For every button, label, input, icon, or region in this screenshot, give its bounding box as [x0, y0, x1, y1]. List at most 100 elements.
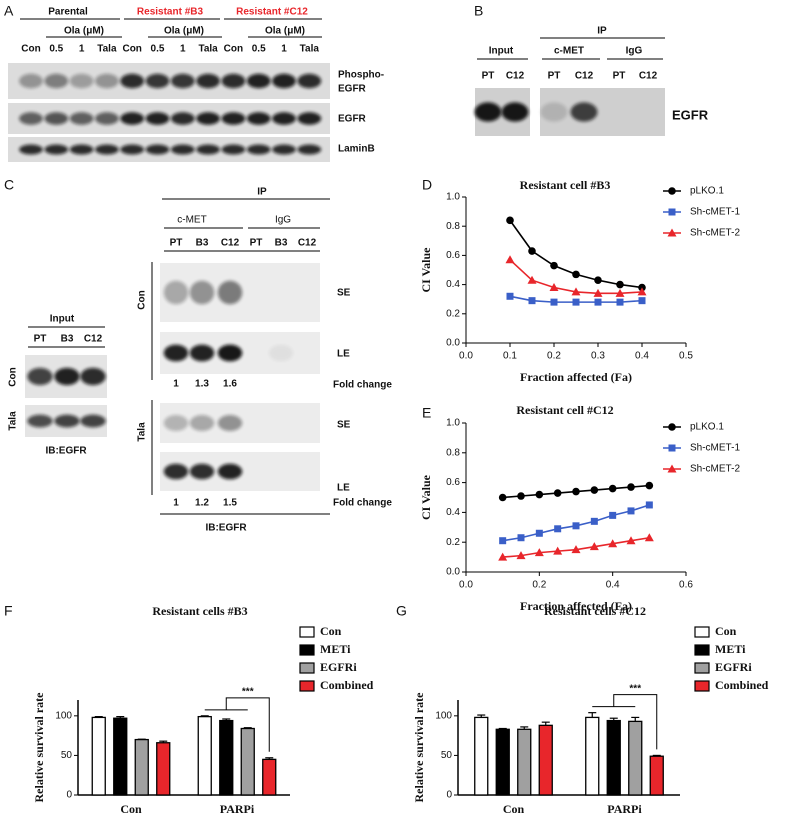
- band: [69, 112, 94, 125]
- legend-marker: [668, 187, 676, 195]
- lane-label: PT: [170, 238, 183, 249]
- band: [570, 102, 598, 122]
- bar: [134, 738, 149, 796]
- lane-label: C12: [298, 238, 317, 249]
- lane-label: B3: [61, 334, 74, 345]
- band: [474, 102, 502, 122]
- y-tick-label: 0.0: [446, 338, 460, 349]
- panel-label: D: [422, 177, 432, 193]
- legend-label: Sh-cMET-2: [690, 464, 740, 475]
- marker: [608, 539, 618, 548]
- marker: [572, 298, 580, 306]
- row-label: EGFR: [338, 114, 367, 125]
- error-bar: [265, 757, 274, 760]
- row-label: Phospho-: [338, 70, 384, 81]
- y-tick-label: 0.6: [446, 477, 460, 488]
- marker: [627, 507, 635, 515]
- marker: [616, 280, 624, 289]
- marker: [626, 536, 636, 545]
- band: [189, 415, 215, 431]
- band: [246, 144, 271, 155]
- row-label: EGFR: [672, 107, 709, 122]
- lane-label: Tala: [198, 44, 218, 55]
- band: [27, 367, 53, 386]
- band: [217, 463, 243, 480]
- marker: [549, 283, 559, 292]
- y-axis-label: CI Value: [419, 247, 433, 293]
- error-bar: [652, 754, 661, 757]
- marker: [572, 522, 580, 530]
- lane-label: 0.5: [49, 44, 63, 55]
- x-tick-label: 0.0: [459, 580, 473, 591]
- error-bar: [200, 715, 209, 717]
- band: [246, 112, 271, 125]
- x-tick-label: 0.4: [635, 351, 649, 362]
- legend-swatch: [299, 662, 315, 674]
- y-tick-label: 0.4: [446, 279, 460, 290]
- band: [27, 414, 53, 428]
- band: [95, 112, 119, 125]
- band: [272, 144, 296, 155]
- y-tick-label: 1.0: [446, 418, 460, 429]
- lane-label: PT: [34, 334, 47, 345]
- y-tick-label: 0.4: [446, 507, 460, 518]
- band: [19, 144, 43, 155]
- lane-label: C12: [221, 238, 240, 249]
- marker: [593, 288, 603, 297]
- y-tick-label: 100: [55, 710, 72, 721]
- band: [217, 344, 243, 362]
- fold-value: 1: [173, 498, 179, 509]
- error-bar: [588, 712, 597, 718]
- legend-swatch: [694, 626, 710, 638]
- legend-swatch: [694, 662, 710, 674]
- bar: [474, 716, 489, 796]
- bar: [585, 716, 600, 796]
- error-bar: [116, 716, 125, 719]
- band: [170, 144, 195, 155]
- band: [69, 73, 94, 89]
- marker: [594, 276, 602, 285]
- marker: [572, 487, 580, 496]
- band: [163, 280, 189, 305]
- x-tick-label: 0.6: [679, 580, 693, 591]
- marker: [506, 216, 514, 225]
- x-tick-label: 0.4: [606, 580, 620, 591]
- fold-label: Fold change: [333, 380, 392, 391]
- marker: [499, 537, 507, 545]
- band: [19, 73, 43, 89]
- y-tick-label: 0.6: [446, 250, 460, 261]
- lane-label: Tala: [300, 44, 320, 55]
- group-header: Resistant #C12: [236, 7, 308, 18]
- y-axis-label: Relative survival rate: [412, 692, 426, 803]
- bar: [197, 715, 212, 796]
- y-tick-label: 0: [446, 790, 452, 801]
- band: [189, 280, 215, 305]
- bar: [538, 724, 553, 796]
- legend-label: pLKO.1: [690, 186, 724, 197]
- bar: [113, 717, 128, 796]
- band: [297, 73, 322, 89]
- band: [189, 344, 215, 362]
- error-bar: [159, 740, 168, 743]
- column-header: Input: [489, 46, 514, 57]
- band: [163, 344, 189, 362]
- marker: [498, 493, 507, 502]
- y-tick-label: 0.0: [446, 567, 460, 578]
- treatment-label: Tala: [137, 422, 148, 442]
- legend-marker: [668, 444, 676, 452]
- chart-title: Resistant cell #C12: [516, 403, 613, 417]
- panel-label: E: [422, 405, 431, 421]
- y-tick-label: 50: [441, 750, 453, 761]
- band: [221, 112, 246, 125]
- column-header: IgG: [275, 215, 291, 226]
- exposure-label: SE: [337, 420, 351, 431]
- x-axis-label: Fraction affected (Fa): [520, 370, 632, 384]
- lane-label: C12: [506, 71, 525, 82]
- exposure-label: SE: [337, 288, 351, 299]
- fold-value: 1: [173, 379, 179, 390]
- panel-label: A: [4, 3, 14, 19]
- band: [120, 144, 145, 155]
- marker: [590, 486, 599, 494]
- chart-title: Resistant cell #B3: [520, 178, 611, 192]
- legend-label: EGFRi: [320, 660, 357, 674]
